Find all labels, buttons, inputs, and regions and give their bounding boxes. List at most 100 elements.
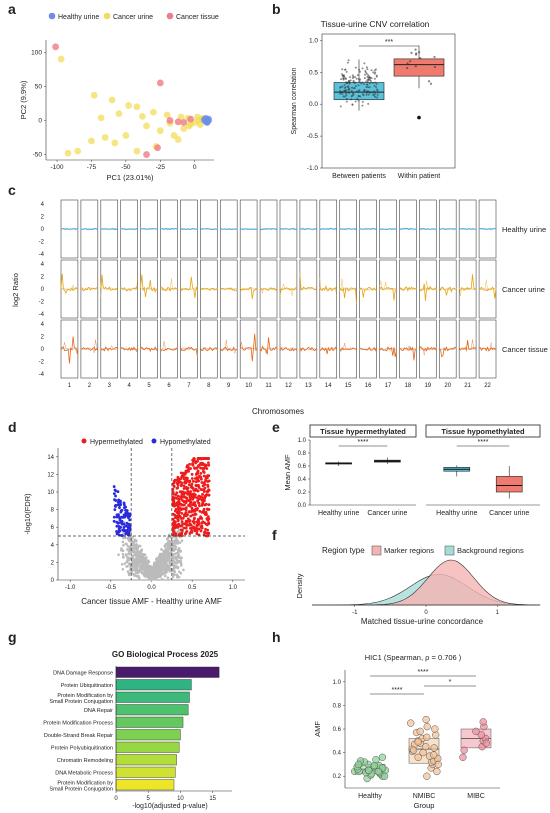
hyper-point	[200, 510, 204, 514]
ns-point	[126, 545, 130, 548]
ns-point	[131, 557, 135, 560]
x-tick-label: 18	[405, 383, 412, 389]
ns-point	[180, 539, 184, 542]
cnv-trace	[180, 227, 198, 231]
jitter-point	[409, 60, 412, 63]
ns-point	[163, 552, 166, 556]
ns-point	[156, 575, 159, 579]
x-tick-label: 12	[285, 383, 292, 389]
data-point	[414, 738, 422, 746]
hyper-point	[180, 534, 184, 537]
hypo-point	[112, 515, 116, 519]
ns-point	[120, 547, 123, 550]
jitter-point	[339, 105, 342, 108]
hyper-point	[194, 504, 197, 508]
ns-point	[121, 540, 125, 544]
y-tick-label: 4	[41, 202, 45, 208]
panel-a: a -100 -75 -50 -25 0 100 50 0 -50 PC1 (23.01%) PC2 …	[8, 1, 219, 182]
ns-point	[120, 562, 124, 566]
cnv-trace	[180, 276, 198, 299]
hyper-point	[182, 503, 186, 507]
ns-point	[127, 563, 131, 566]
hyper-point	[190, 529, 194, 533]
legend-swatch	[371, 545, 382, 556]
jitter-point	[367, 102, 370, 105]
jitter-point	[354, 100, 357, 103]
ns-point	[149, 568, 153, 571]
hyper-point	[207, 463, 211, 467]
panel-d: d -1.0 -0.5 0.0 0.5 1.0 14 12 10 8 6 4 2 0 Cancer tiss…	[8, 419, 245, 606]
hyper-point	[186, 517, 190, 521]
jitter-point	[341, 68, 344, 71]
panel-letter: g	[8, 629, 17, 645]
hyper-point	[193, 508, 197, 512]
ns-point	[121, 568, 125, 571]
hypo-point	[123, 515, 127, 519]
y-tick-label: 4	[41, 322, 45, 328]
hyper-point	[188, 497, 192, 501]
x-tick-label: 13	[305, 383, 312, 389]
cnv-trace	[419, 280, 437, 291]
y-tick-label: 12	[47, 472, 54, 478]
hyper-point	[179, 471, 183, 475]
hyper-point	[203, 503, 207, 507]
hyper-point	[176, 516, 180, 520]
jitter-point	[345, 97, 348, 100]
cnv-trace	[299, 227, 318, 231]
hypo-point	[113, 498, 116, 502]
hyper-point	[178, 480, 182, 484]
legend-marker	[81, 438, 87, 444]
bar	[115, 754, 177, 766]
signif-label: ****	[478, 439, 489, 446]
hyper-point	[182, 526, 186, 530]
legend-label: Background regions	[457, 546, 524, 555]
ns-point	[133, 574, 137, 577]
x-tick-label: 0.0	[147, 585, 156, 591]
data-point	[143, 122, 150, 130]
jitter-point	[351, 103, 354, 106]
hyper-point	[182, 477, 186, 481]
hyper-point	[196, 470, 200, 473]
ns-point	[123, 562, 127, 565]
ns-point	[173, 570, 177, 574]
hyper-point	[171, 482, 175, 486]
y-tick-label: Small Protein Conjugation	[49, 699, 113, 705]
hyper-point	[194, 493, 197, 497]
ns-point	[160, 577, 164, 581]
legend-label: Cancer urine	[113, 14, 153, 21]
ns-point	[134, 557, 138, 561]
ns-point	[166, 544, 170, 547]
y-tick-label: 0.6	[333, 727, 342, 733]
data-point	[380, 772, 389, 780]
hypo-point	[122, 503, 126, 507]
hypo-point	[125, 528, 129, 532]
data-point	[125, 102, 133, 109]
data-point	[430, 751, 438, 759]
cnv-trace	[479, 227, 497, 231]
cnv-trace	[479, 346, 497, 352]
jitter-point	[348, 82, 351, 85]
x-tick-label: -1.0	[65, 585, 76, 591]
hypo-point	[112, 492, 116, 496]
ns-point	[132, 564, 136, 567]
data-point	[133, 147, 141, 155]
data-point	[170, 132, 178, 139]
y-tick-label: 0.0	[298, 503, 307, 509]
jitter-point	[370, 69, 373, 72]
jitter-point	[369, 76, 372, 79]
ns-point	[161, 567, 165, 570]
x-tick-label: MIBC	[467, 793, 485, 800]
data-point	[410, 746, 418, 754]
hyper-point	[185, 514, 188, 518]
x-tick-label: Cancer urine	[367, 510, 407, 517]
hyper-point	[202, 466, 206, 470]
ns-point	[168, 570, 172, 573]
ns-point	[143, 575, 147, 578]
ns-point	[133, 543, 137, 547]
y-tick-label: 0.6	[298, 464, 307, 470]
cnv-trace	[160, 278, 178, 291]
y-tick-label: DNA Repair	[84, 708, 113, 714]
ns-point	[165, 537, 169, 541]
ns-point	[161, 556, 164, 560]
cnv-trace	[339, 278, 357, 292]
